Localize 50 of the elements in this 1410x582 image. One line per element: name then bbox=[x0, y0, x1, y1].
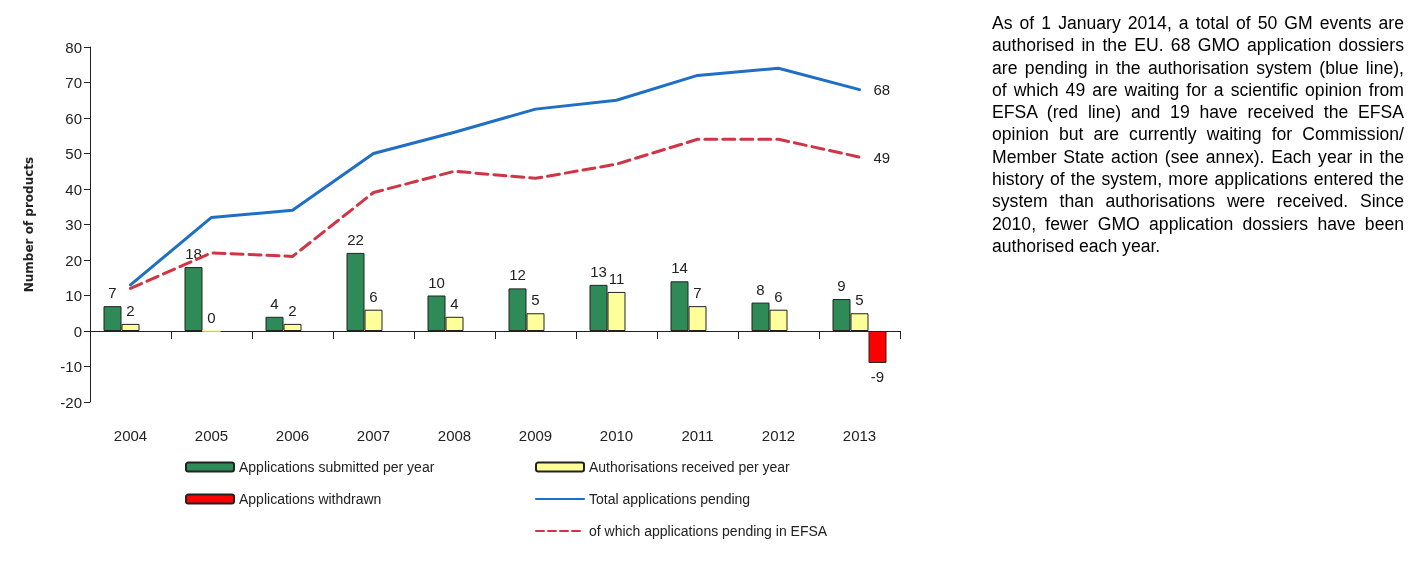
data-label: 2 bbox=[126, 301, 135, 319]
y-tick-label: 10 bbox=[65, 287, 82, 304]
y-tick-label: 20 bbox=[65, 251, 82, 269]
data-label: 2 bbox=[288, 301, 297, 319]
legend-label: of which applications pending in EFSA bbox=[589, 523, 828, 539]
data-label: 68 bbox=[873, 81, 891, 99]
data-label: 11 bbox=[608, 269, 625, 287]
data-label: 14 bbox=[671, 259, 688, 277]
x-tick-label: 2004 bbox=[113, 427, 148, 444]
data-label: 9 bbox=[837, 277, 846, 295]
y-tick-label: 60 bbox=[65, 109, 82, 127]
data-label: 7 bbox=[108, 284, 117, 302]
y-tick-label: 70 bbox=[65, 74, 82, 91]
y-tick-label: 40 bbox=[65, 180, 82, 198]
y-axis-title: Number of products bbox=[22, 156, 36, 293]
y-tick-label: 30 bbox=[65, 216, 82, 233]
data-label: 12 bbox=[509, 266, 526, 284]
y-tick-label: 50 bbox=[65, 145, 82, 162]
x-tick-label: 2008 bbox=[437, 427, 472, 444]
x-tick-label: 2011 bbox=[681, 427, 714, 444]
x-tick-label: 2006 bbox=[275, 427, 310, 444]
legend-label: Applications withdrawn bbox=[239, 491, 382, 507]
data-label: 13 bbox=[590, 262, 607, 280]
data-label: 7 bbox=[693, 284, 702, 302]
y-tick-label: 0 bbox=[73, 322, 82, 340]
data-label: 49 bbox=[873, 148, 891, 166]
x-tick-label: 2007 bbox=[356, 427, 391, 444]
data-label: -9 bbox=[870, 367, 885, 385]
data-label: 8 bbox=[756, 280, 765, 298]
y-tick-label: -20 bbox=[60, 393, 82, 411]
x-tick-label: 2013 bbox=[842, 427, 877, 444]
data-label: 6 bbox=[369, 287, 378, 305]
y-tick-label: -10 bbox=[60, 358, 82, 375]
data-label: 4 bbox=[270, 294, 279, 312]
data-label: 4 bbox=[450, 294, 459, 312]
x-tick-label: 2005 bbox=[194, 427, 229, 444]
data-label: 10 bbox=[428, 273, 445, 291]
x-tick-label: 2009 bbox=[518, 427, 553, 444]
data-label: 6 bbox=[774, 287, 783, 305]
text: As of 1 January 2014, a total of 50 GM events are authorised in the EU. 68 GMO application dossiers are pending in the authorisation system (blue line), of which 49 are waiting for a scientific opinion from EFSA (red line) and 19 have received the EFSA opinion but are currently waiting for Commission/ Member State action (see annex). Each year in the history of the system, more applications entered the system than authorisations were received. Since 2010, fewer GMO application dossiers have been authorised each year. bbox=[992, 13, 1404, 256]
legend-label: Total applications pending bbox=[589, 491, 751, 507]
data-label: 22 bbox=[347, 230, 364, 248]
data-label: 0 bbox=[207, 308, 216, 326]
x-tick-label: 2012 bbox=[761, 427, 796, 444]
legend-label: Authorisations received per year bbox=[589, 459, 791, 475]
x-tick-label: 2010 bbox=[599, 427, 634, 444]
legend-label: Applications submitted per year bbox=[239, 459, 435, 475]
data-label: 5 bbox=[855, 291, 864, 309]
y-tick-label: 80 bbox=[65, 38, 82, 56]
data-label: 5 bbox=[531, 291, 540, 309]
